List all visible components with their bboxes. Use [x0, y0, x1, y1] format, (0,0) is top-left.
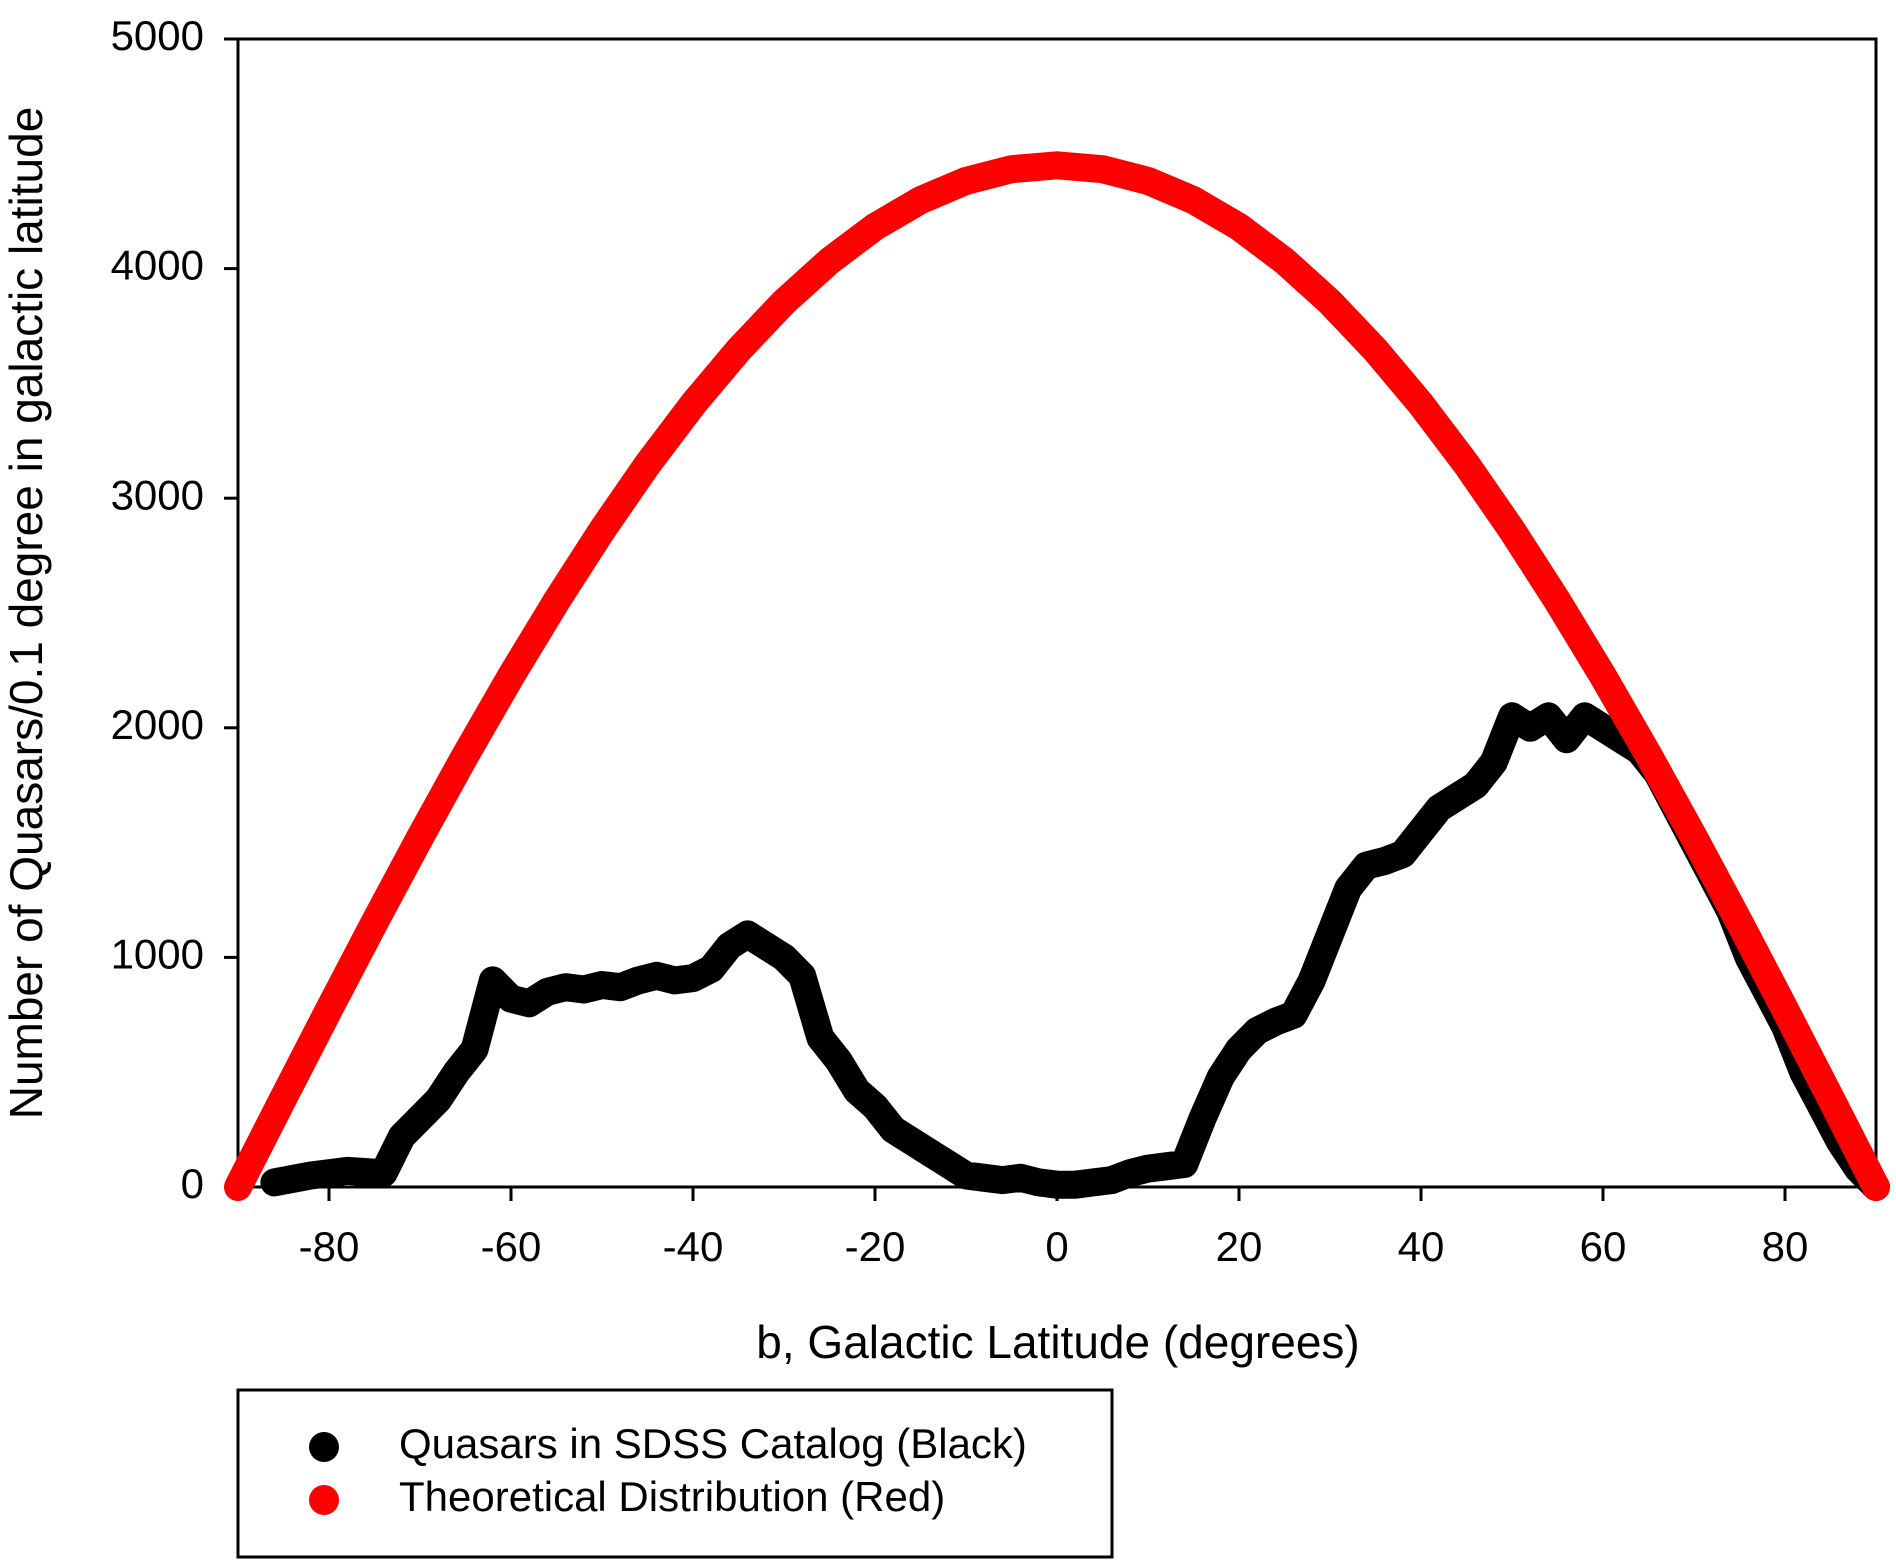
y-tick-label: 0 [181, 1160, 204, 1207]
y-axis-title: Number of Quasars/0.1 degree in galactic… [0, 107, 52, 1120]
y-tick-label: 4000 [111, 242, 204, 289]
x-tick-label: 60 [1580, 1223, 1627, 1270]
legend-marker [309, 1432, 339, 1462]
x-tick-label: -20 [845, 1223, 906, 1270]
legend-box [236, 1388, 1114, 1559]
series-points [260, 702, 1890, 1201]
y-tick-label: 1000 [111, 930, 204, 977]
y-tick-label: 3000 [111, 471, 204, 518]
x-tick-label: 0 [1045, 1223, 1068, 1270]
x-tick-label: -40 [663, 1223, 724, 1270]
x-tick-label: 20 [1216, 1223, 1263, 1270]
y-tick-label: 2000 [111, 701, 204, 748]
legend-marker [309, 1485, 339, 1515]
series-points [224, 151, 1890, 1201]
x-tick-label: 40 [1398, 1223, 1445, 1270]
legend-label: Quasars in SDSS Catalog (Black) [399, 1420, 1027, 1467]
x-axis-title: b, Galactic Latitude (degrees) [756, 1316, 1359, 1368]
legend-label: Theoretical Distribution (Red) [399, 1473, 945, 1520]
x-tick-label: 80 [1762, 1223, 1809, 1270]
y-tick-label: 5000 [111, 12, 204, 59]
x-tick-label: -80 [299, 1223, 360, 1270]
x-tick-label: -60 [481, 1223, 542, 1270]
